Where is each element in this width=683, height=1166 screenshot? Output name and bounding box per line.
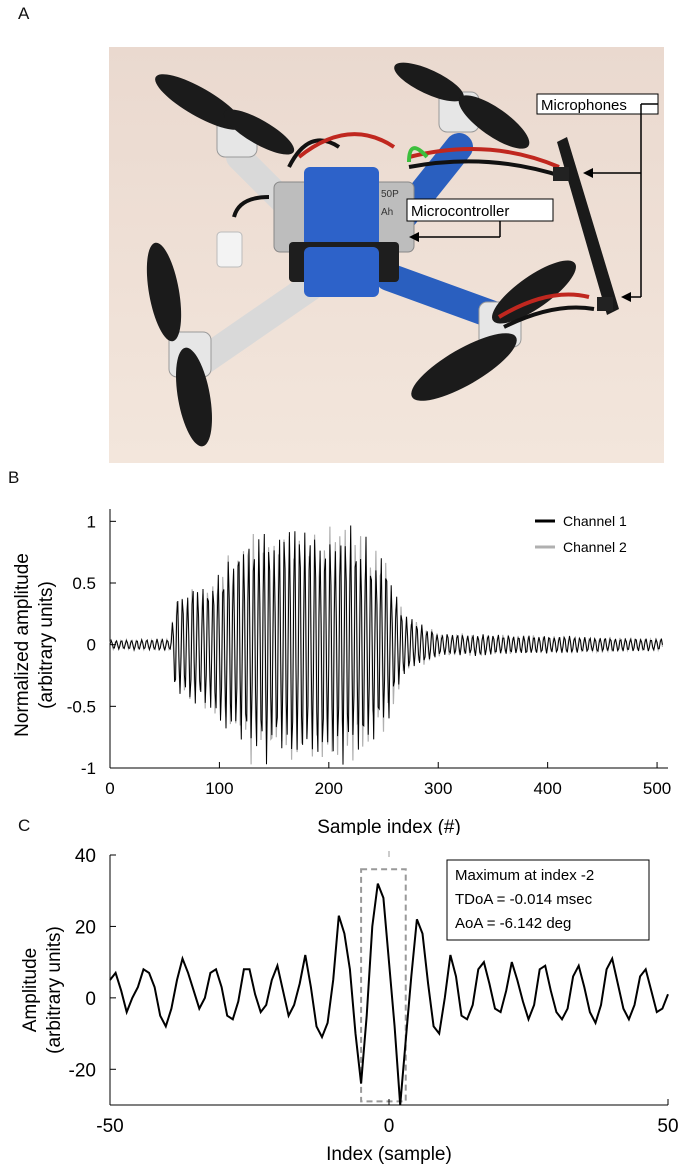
chart-b-xtick-label: 500 [643,779,671,798]
chart-b-ytick-label: 1 [87,512,96,531]
battery-label-2: Ah [381,207,393,218]
chart-b-ytick-label: -0.5 [67,697,96,716]
chart-b-ytick-label: 0 [87,636,96,655]
chart-b-xtick-label: 200 [315,779,343,798]
wires [232,132,595,329]
microphones-label: Microphones [541,97,627,114]
chart-b-ylabel-line1: Normalized amplitude [12,553,33,737]
chart-b: 0 100 200 300 400 500 -1 -0.5 0 0.5 1 Normalized a… [12,509,671,835]
chart-b-xtick-label: 400 [533,779,561,798]
panel-a-letter: A [18,4,30,23]
annotation-line-aoa: AoA = -6.142 deg [455,915,571,932]
chart-c-ytick-label: -20 [69,1060,96,1081]
legend-label-channel-2: Channel 2 [563,539,627,555]
chart-c: -50 0 50 -20 0 20 40 Amplitude (arbitrary unit… [20,846,679,1165]
series-channel-2 [109,526,664,765]
panel-b-letter: B [8,468,20,487]
panel-c-letter: C [18,816,31,835]
drone-body: 50P Ah [216,167,415,297]
microphone-bar [553,137,619,315]
battery-label-1: 50P [381,189,399,200]
chart-c-ytick-label: 40 [75,846,96,867]
chart-c-xtick-label: 50 [657,1116,678,1137]
chart-b-ytick-label: 0.5 [72,574,96,593]
chart-b-xtick-label: 0 [105,779,114,798]
chart-c-peak-highlight-box [360,868,407,1103]
chart-c-xtick-label: -50 [96,1116,123,1137]
chart-b-ytick-label: -1 [81,759,96,778]
microcontroller-callout: Microcontroller [406,198,554,242]
chart-c-ytick-label: 20 [75,917,96,938]
chart-b-legend: Channel 1 Channel 2 [535,513,627,555]
chart-b-xtick-label: 100 [205,779,233,798]
chart-b-xtick-label: 300 [424,779,452,798]
chart-c-xlabel: Index (sample) [326,1144,452,1165]
annotation-line-max: Maximum at index -2 [455,867,594,884]
microphones-callout: Microphones [536,93,659,302]
chart-c-annotation-box: Maximum at index -2 TDoA = -0.014 msec A… [446,859,650,941]
chart-c-ylabel-line2: (arbitrary units) [44,926,65,1054]
chart-c-ytick-label: 0 [85,989,96,1010]
microcontroller-label: Microcontroller [411,203,509,220]
drone-photo: 50P Ah Microphones Microcontroller [109,47,664,463]
annotation-line-tdoa: TDoA = -0.014 msec [455,891,593,908]
legend-label-channel-1: Channel 1 [563,513,627,529]
series-cross-correlation [109,883,669,1106]
chart-c-ylabel-line1: Amplitude [20,948,41,1033]
chart-b-ylabel-line2: (arbitrary units) [36,581,57,709]
series-channel-1 [109,525,663,765]
chart-c-xtick-label: 0 [384,1116,395,1137]
chart-b-xlabel: Sample index (#) [317,817,461,835]
